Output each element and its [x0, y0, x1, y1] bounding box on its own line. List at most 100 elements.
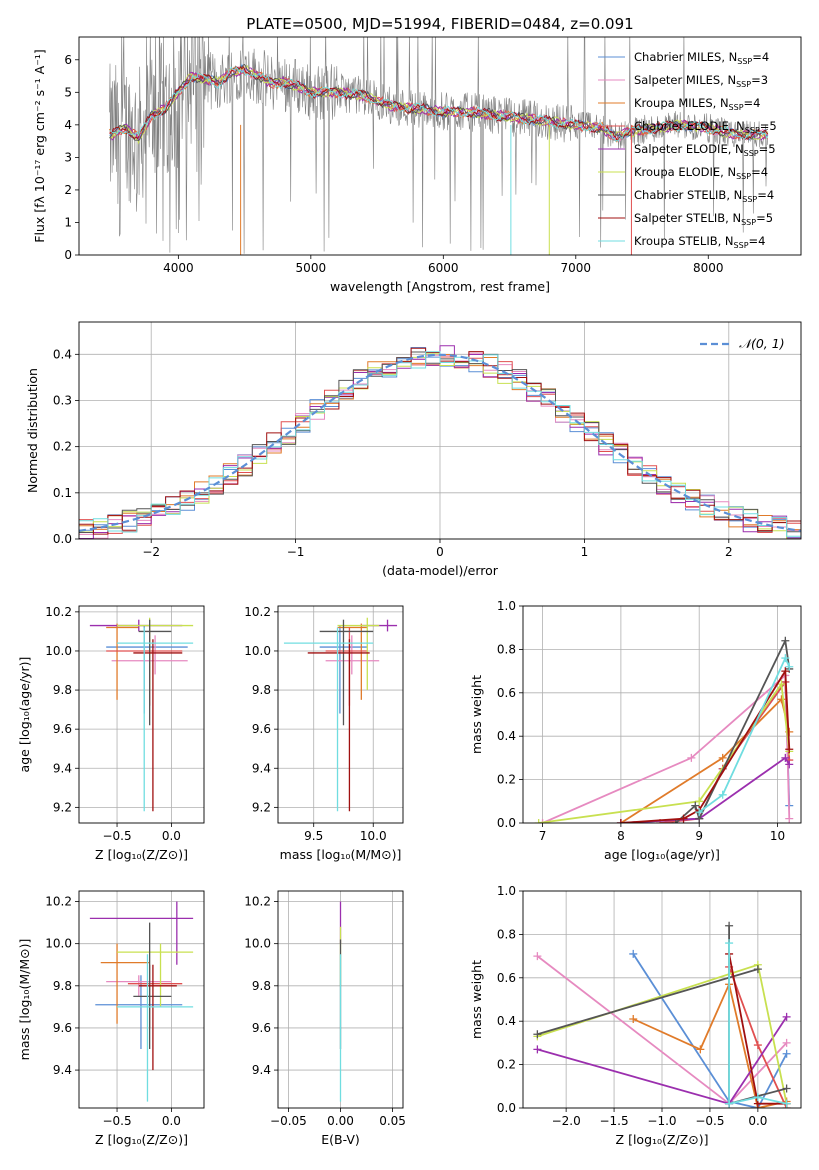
- weight-marker: [725, 921, 734, 930]
- y-tick-label: 9.2: [53, 800, 72, 814]
- legend-name: Kroupa MILES, N: [634, 96, 729, 110]
- plot-area: [283, 617, 398, 812]
- x-tick-label: 0.0: [748, 1114, 767, 1128]
- x-tick-label: 4000: [163, 261, 194, 275]
- y-axis-label: Normed distribution: [25, 368, 40, 493]
- y-tick-label: 0.6: [497, 686, 516, 700]
- weight-marker: [753, 1041, 762, 1050]
- normal-curve: [79, 353, 801, 532]
- axes-frame: [78, 605, 205, 824]
- y-tick-label: 9.8: [252, 979, 271, 993]
- spectrum-plot: 4000 5000 6000 7000 8000 0 1 2 3 4 5 6 wavelength [A…: [32, 36, 802, 294]
- legend-label: Kroupa STELIB, NSSP=4: [634, 234, 765, 250]
- legend-label: Kroupa ELODIE, NSSP=4: [634, 165, 768, 181]
- weight-line-salpeter_miles: [542, 673, 791, 823]
- weight-line-kroupa_stelib: [728, 943, 787, 1105]
- x-tick-label: −0.5: [695, 1114, 724, 1128]
- x-tick-label: 6000: [428, 261, 459, 275]
- legend-suffix: =5: [760, 119, 777, 133]
- spectrum-title: PLATE=0500, MJD=51994, FIBERID=0484, z=0…: [246, 15, 633, 33]
- x-tick-label: −1.0: [647, 1114, 676, 1128]
- weight-marker: [785, 745, 794, 754]
- model-spectrum-salpeter_elodie: [109, 67, 769, 141]
- weight-marker: [616, 819, 625, 823]
- y-tick-label: 9.6: [252, 722, 271, 736]
- model-spectrum-kroupa_elodie: [109, 65, 769, 145]
- y-axis-label: mass [log₁₀(M/M⊙)]: [17, 939, 32, 1061]
- x-axis-label: age [log₁₀(age/yr)]: [604, 847, 720, 862]
- y-tick-label: 9.6: [53, 1021, 72, 1035]
- y-tick-label: 9.4: [252, 761, 271, 775]
- legend-sub: SSP: [729, 103, 744, 112]
- legend-sub: SSP: [744, 149, 759, 158]
- plot-area: [534, 636, 794, 823]
- y-tick-label: 0.0: [497, 816, 516, 830]
- weight-marker: [533, 1030, 542, 1039]
- y-tick-label: 9.2: [252, 800, 271, 814]
- weight-marker: [687, 753, 696, 762]
- weight-marker: [538, 819, 547, 823]
- weight-marker: [785, 814, 794, 823]
- x-axis-label: Z [log₁₀(Z/Z⊙)]: [95, 847, 188, 862]
- x-tick-label: 7: [539, 829, 547, 843]
- legend-suffix: =4: [749, 234, 766, 248]
- legend-label: Chabrier STELIB, NSSP=4: [634, 188, 774, 204]
- weight-line-chabrier_miles: [632, 953, 788, 1108]
- weight-marker: [695, 797, 704, 806]
- y-tick-label: 9.8: [53, 683, 72, 697]
- weight-marker: [781, 667, 790, 676]
- y-tick-label: 9.6: [252, 1021, 271, 1035]
- x-axis-label: E(B-V): [321, 1132, 360, 1147]
- axes-frame: [78, 36, 802, 256]
- y-tick-label: 0.4: [497, 1014, 516, 1028]
- y-tick-label: 1: [64, 215, 72, 229]
- x-tick-label: 0: [436, 545, 444, 559]
- y-tick-label: 3: [64, 150, 72, 164]
- y-tick-label: 0.8: [497, 642, 516, 656]
- legend-suffix: =4: [757, 188, 774, 202]
- x-tick-label: 10: [770, 829, 785, 843]
- x-tick-label: −1.5: [599, 1114, 628, 1128]
- y-tick-label: 9.8: [53, 979, 72, 993]
- age-vs-metallicity-plot: −0.5 0.0 9.2 9.4 9.6 9.8 10.0 10.2 Z [log₁₀(Z/Z⊙…: [17, 605, 205, 862]
- x-tick-label: 0.0: [162, 1114, 181, 1128]
- weight-marker: [671, 819, 680, 823]
- y-tick-label: 10.0: [244, 644, 271, 658]
- y-tick-label: 10.2: [45, 895, 72, 909]
- x-tick-label: −1: [287, 545, 305, 559]
- x-axis-label: (data-model)/error: [382, 563, 499, 578]
- x-tick-label: −0.5: [102, 829, 131, 843]
- weight-marker: [533, 1045, 542, 1054]
- y-axis-label: mass weight: [469, 960, 484, 1039]
- weight-marker: [629, 949, 638, 958]
- y-tick-label: 4: [64, 118, 72, 132]
- axes-frame: [522, 605, 802, 824]
- y-tick-label: 10.2: [45, 605, 72, 619]
- y-tick-label: 0: [64, 248, 72, 262]
- y-tick-label: 10.0: [45, 937, 72, 951]
- y-tick-label: 0.6: [497, 971, 516, 985]
- x-tick-label: −2: [142, 545, 160, 559]
- x-tick-label: 5000: [296, 261, 327, 275]
- histogram-kroupa_stelib: [79, 351, 801, 539]
- x-tick-label: 10.0: [360, 829, 387, 843]
- weight-marker: [753, 965, 762, 974]
- y-tick-label: 0.2: [53, 440, 72, 454]
- x-tick-label: −0.5: [102, 1114, 131, 1128]
- x-tick-label: 1: [581, 545, 589, 559]
- y-tick-label: 0.4: [497, 729, 516, 743]
- y-axis-label: age [log₁₀(age/yr)]: [17, 657, 32, 773]
- y-axis-label: Flux [fλ 10⁻¹⁷ erg cm⁻² s⁻¹ A⁻¹]: [32, 49, 47, 242]
- legend-label: Kroupa MILES, NSSP=4: [634, 96, 760, 112]
- legend-sub: SSP: [741, 218, 756, 227]
- weight-marker: [629, 1015, 638, 1024]
- x-axis-label: mass [log₁₀(M/M⊙)]: [280, 847, 402, 862]
- y-tick-label: 10.2: [244, 895, 271, 909]
- weight-marker: [691, 801, 700, 810]
- legend-sub: SSP: [745, 126, 760, 135]
- weight-line-salpeter_elodie: [620, 756, 791, 823]
- legend-name: Chabrier STELIB, N: [634, 188, 742, 202]
- y-tick-label: 2: [64, 183, 72, 197]
- legend-label: Salpeter MILES, NSSP=3: [634, 73, 768, 89]
- y-tick-label: 0.2: [497, 1058, 516, 1072]
